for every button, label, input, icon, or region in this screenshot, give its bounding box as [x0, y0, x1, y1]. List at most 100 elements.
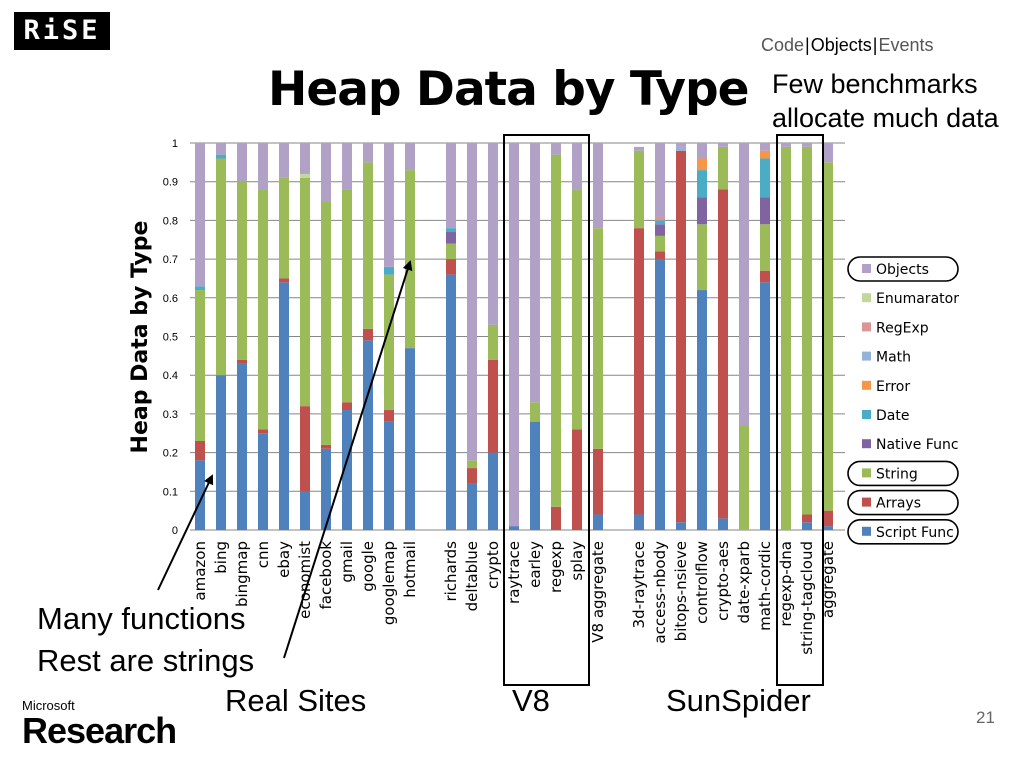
- bar-segment-arrays: [551, 506, 561, 530]
- brand-small: Microsoft: [22, 698, 75, 713]
- annotation-few-benchmarks: Few benchmarks allocate much data: [772, 67, 999, 135]
- bar-segment-objects: [823, 143, 833, 163]
- bar-segment-date: [195, 286, 205, 291]
- bar-segment-script-func: [342, 410, 352, 530]
- bar-segment-date: [697, 170, 707, 198]
- bar-segment-objects: [237, 143, 247, 182]
- legend-swatch: [862, 410, 871, 419]
- legend-label: Error: [876, 379, 910, 395]
- x-tick-label: amazon: [191, 541, 209, 601]
- x-tick-label: string-tagcloud: [798, 541, 816, 655]
- nav-item-objects[interactable]: Objects: [810, 35, 872, 55]
- annotation-line: Many functions: [37, 601, 246, 636]
- bar-segment-string: [802, 146, 812, 515]
- bar-segment-string: [384, 274, 394, 411]
- bar-segment-native-func: [655, 224, 665, 236]
- v8-highlight-box: [503, 134, 590, 686]
- bar-segment-script-func: [384, 421, 394, 530]
- x-tick-label: crypto-aes: [714, 541, 732, 621]
- bar-segment-arrays: [342, 402, 352, 411]
- legend-highlight-ellipse: [847, 518, 959, 545]
- bar-segment-string: [342, 189, 352, 403]
- x-tick-label: google: [359, 541, 377, 592]
- bar-segment-objects: [342, 143, 352, 190]
- nav-item-events[interactable]: Events: [878, 35, 934, 55]
- bar-segment-string: [781, 146, 791, 530]
- bar-segment-script-func: [195, 460, 205, 530]
- bar-segment-script-func: [823, 526, 833, 530]
- bar-segment-arrays: [802, 514, 812, 523]
- page-number: 21: [976, 708, 995, 727]
- bar-segment-objects: [384, 143, 394, 267]
- bar-segment-objects: [593, 143, 603, 229]
- legend-highlight-ellipse: [847, 489, 959, 516]
- bar-segment-string: [195, 290, 205, 441]
- bar-segment-objects: [530, 143, 540, 403]
- bar-segment-objects: [258, 143, 268, 190]
- x-tick-label: access-nbody: [651, 541, 669, 644]
- legend-swatch: [862, 264, 871, 273]
- bar-segment-arrays: [321, 444, 331, 449]
- legend-label: Date: [876, 408, 909, 424]
- bar-segment-string: [530, 402, 540, 422]
- y-axis-title: Heap Data by Type: [128, 221, 153, 454]
- x-tick-label: earley: [526, 541, 544, 588]
- bar-segment-string: [405, 170, 415, 349]
- bar-segment-arrays: [593, 448, 603, 515]
- bar-segment-script-func: [697, 290, 707, 530]
- bar-segment-native-func: [446, 232, 456, 244]
- legend-swatch: [862, 497, 871, 507]
- legend-swatch: [862, 293, 871, 303]
- bar-segment-regexp: [655, 216, 665, 221]
- x-tick-label: cnn: [254, 541, 272, 568]
- bar-segment-objects: [467, 143, 477, 461]
- bar-segment-script-func: [216, 375, 226, 530]
- y-tick-label: 0.3: [163, 409, 178, 421]
- x-tick-label: facebook: [317, 541, 335, 610]
- brand-large: Research: [22, 710, 177, 751]
- y-tick-label: 0.7: [163, 254, 178, 266]
- bar-segment-script-func: [718, 518, 728, 530]
- bar-segment-string: [697, 224, 707, 291]
- bar-segment-arrays: [634, 228, 644, 515]
- bar-segment-objects: [697, 143, 707, 159]
- bar-segment-objects: [572, 143, 582, 190]
- bar-segment-objects: [509, 143, 519, 527]
- bar-segment-arrays: [258, 429, 268, 434]
- rise-logo: RiSE: [14, 12, 110, 50]
- bar-segment-script-func: [300, 491, 310, 530]
- bar-segment-objects: [676, 143, 686, 147]
- legend-swatch: [862, 351, 871, 361]
- section-nav: Code|Objects|Events: [761, 35, 934, 55]
- bar-segment-arrays: [718, 189, 728, 519]
- legend-label: Native Func: [876, 437, 959, 453]
- bar-segment-string: [216, 158, 226, 376]
- bar-segment-error: [760, 150, 770, 159]
- y-tick-label: 0.6: [163, 293, 178, 305]
- legend-label: Math: [876, 350, 911, 366]
- bar-segment-arrays: [655, 251, 665, 260]
- bar-segment-arrays: [488, 359, 498, 453]
- bar-segment-script-func: [363, 340, 373, 530]
- bar-segment-objects: [802, 143, 812, 147]
- bar-segment-script-func: [530, 421, 540, 530]
- group-label-v8: V8: [512, 683, 550, 718]
- y-tick-label: 0.1: [163, 486, 178, 498]
- bar-segment-objects: [279, 143, 289, 178]
- microsoft-research-logo: Microsoft Research: [22, 698, 177, 751]
- nav-item-code[interactable]: Code: [761, 35, 805, 55]
- x-tick-label: economist: [296, 541, 314, 619]
- bar-segment-objects: [739, 143, 749, 426]
- bar-segment-script-func: [760, 282, 770, 530]
- x-tick-label: bing: [212, 541, 230, 574]
- legend-label: Objects: [876, 262, 929, 278]
- bar-segment-math: [676, 146, 686, 151]
- bar-segment-string: [363, 162, 373, 329]
- x-tick-label: raytrace: [505, 541, 523, 604]
- x-tick-label: date-xparb: [735, 541, 753, 624]
- x-tick-label: V8 aggregate: [589, 541, 607, 643]
- x-tick-label: controlflow: [693, 541, 711, 624]
- bar-segment-objects: [216, 143, 226, 155]
- bar-segment-objects: [446, 143, 456, 229]
- legend-label: Script Func: [876, 525, 954, 541]
